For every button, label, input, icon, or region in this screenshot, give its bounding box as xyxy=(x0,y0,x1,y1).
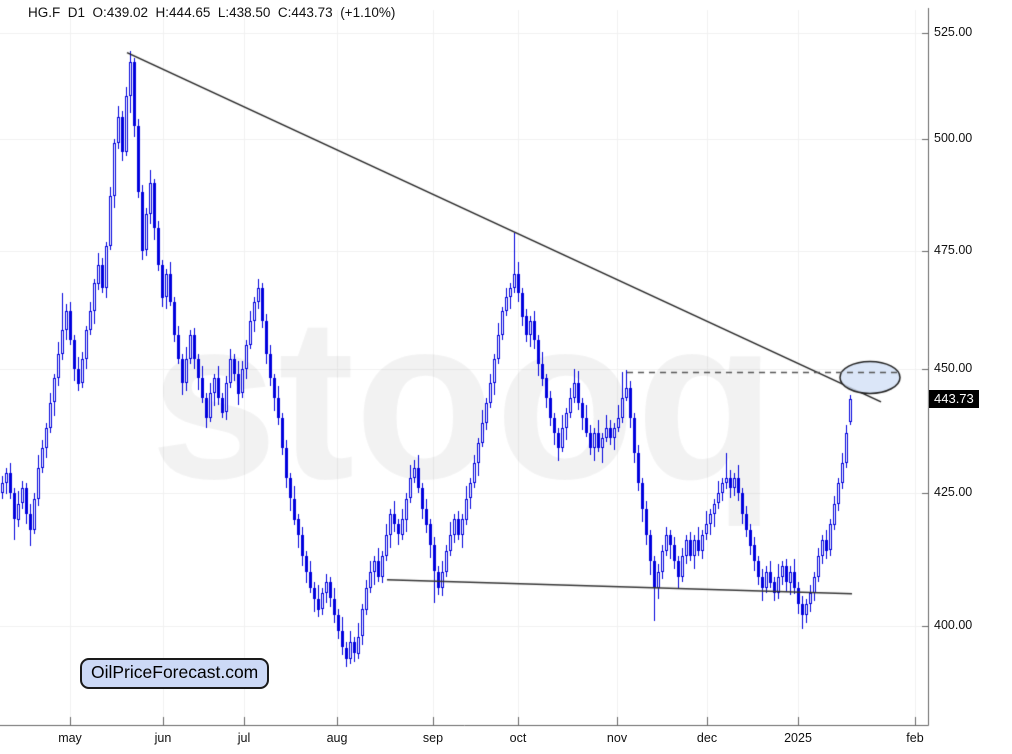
y-axis-tick-label: 425.00 xyxy=(934,485,973,500)
x-axis-tick-label: jul xyxy=(237,731,251,745)
y-axis-tick-label: 475.00 xyxy=(934,242,973,257)
chart-title: HG.F D1 O:439.02 H:444.65 L:438.50 C:443… xyxy=(28,5,396,20)
x-axis-tick-label: dec xyxy=(696,731,718,745)
x-axis-tick-label: may xyxy=(58,731,82,745)
y-axis-tick-label: 500.00 xyxy=(934,130,973,145)
x-axis-tick-label: sep xyxy=(422,731,444,745)
x-axis-tick-label: jun xyxy=(154,731,172,745)
x-axis-tick-label: oct xyxy=(509,731,527,745)
y-axis-tick-label: 525.00 xyxy=(934,24,973,39)
oilpriceforecast-badge[interactable]: OilPriceForecast.com xyxy=(80,658,270,689)
last-price-label: 443.73 xyxy=(929,390,979,409)
y-axis-tick-label: 400.00 xyxy=(934,617,973,632)
x-axis-tick-label: 2025 xyxy=(784,731,812,745)
x-axis-tick-label: aug xyxy=(326,731,348,745)
x-axis-tick-label: nov xyxy=(606,731,628,745)
y-axis-tick-label: 450.00 xyxy=(934,360,973,375)
x-axis-tick-label: feb xyxy=(906,731,924,745)
